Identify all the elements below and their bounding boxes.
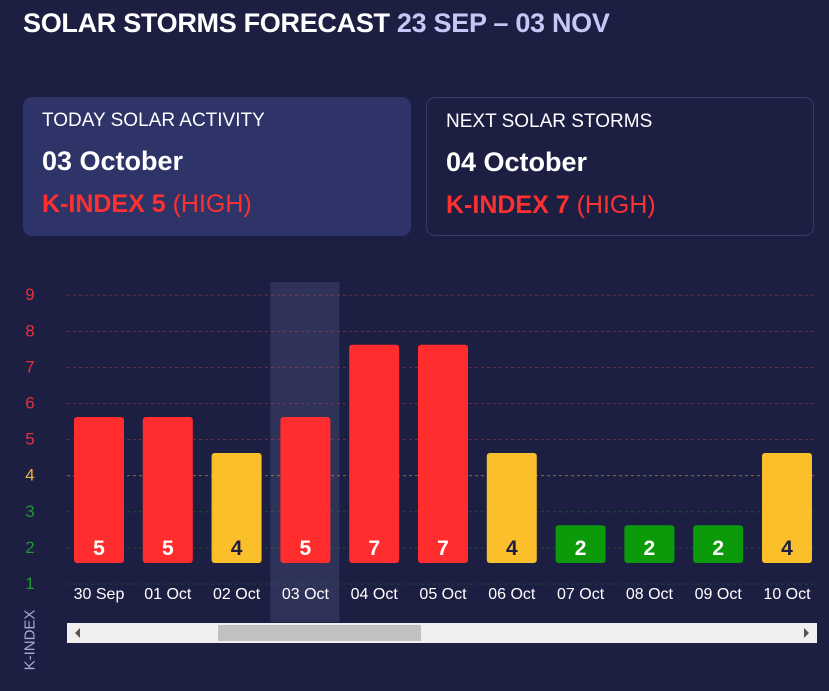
today-label: TODAY SOLAR ACTIVITY	[42, 110, 265, 131]
y-tick-label: 5	[25, 430, 34, 449]
y-tick-label: 2	[25, 538, 34, 557]
title-text: SOLAR STORMS FORECAST	[23, 8, 390, 38]
x-tick-label: 05 Oct	[419, 586, 467, 603]
bar-value-label: 5	[93, 537, 105, 560]
today-activity-card: TODAY SOLAR ACTIVITY 03 October K-INDEX …	[23, 97, 411, 236]
bar	[349, 344, 400, 563]
scroll-left-icon[interactable]	[75, 628, 80, 638]
x-tick-label: 07 Oct	[557, 586, 605, 603]
scroll-right-icon[interactable]	[804, 628, 809, 638]
x-tick-label: 01 Oct	[144, 586, 192, 603]
bar	[624, 525, 675, 563]
page-title: SOLAR STORMS FORECAST 23 SEP – 03 NOV	[23, 8, 610, 39]
bar	[142, 416, 193, 563]
x-tick-label: 30 Sep	[74, 586, 125, 603]
bar-value-label: 5	[162, 537, 174, 560]
bar	[555, 525, 606, 563]
bar	[74, 416, 124, 563]
today-level: (HIGH)	[172, 190, 252, 218]
x-tick-label: 08 Oct	[626, 586, 674, 603]
x-tick-label: 06 Oct	[488, 586, 536, 603]
bar	[762, 453, 812, 563]
bar	[693, 525, 744, 563]
bar	[486, 453, 537, 563]
bar	[418, 344, 468, 563]
next-date: 04 October	[446, 147, 588, 177]
next-kindex-value: K-INDEX 7	[446, 191, 570, 219]
bar-value-label: 2	[575, 537, 587, 560]
y-tick-label: 7	[25, 357, 34, 376]
bar-value-label: 7	[437, 537, 449, 560]
bar-value-label: 4	[506, 537, 518, 560]
bar-value-label: 7	[368, 537, 380, 560]
y-tick-label: 1	[25, 574, 34, 593]
bar-value-label: 4	[231, 537, 243, 560]
bar	[211, 453, 262, 563]
today-kindex: K-INDEX 5 (HIGH)	[42, 190, 392, 219]
next-level: (HIGH)	[576, 191, 656, 219]
y-tick-label: 3	[25, 502, 34, 521]
scrollbar-thumb[interactable]	[218, 625, 421, 641]
bar-value-label: 2	[712, 537, 724, 560]
today-date: 03 October	[42, 146, 184, 176]
bar-value-label: 2	[644, 537, 656, 560]
next-storms-card: NEXT SOLAR STORMS 04 October K-INDEX 7 (…	[426, 97, 814, 236]
y-tick-label: 6	[25, 394, 34, 413]
x-tick-label: 09 Oct	[695, 586, 743, 603]
date-range: 23 SEP – 03 NOV	[396, 8, 610, 38]
y-tick-label: 4	[25, 466, 34, 485]
next-kindex: K-INDEX 7 (HIGH)	[446, 191, 794, 220]
chart-scrollbar[interactable]	[67, 623, 817, 643]
today-kindex-value: K-INDEX 5	[42, 190, 166, 218]
next-label: NEXT SOLAR STORMS	[446, 111, 653, 132]
y-tick-label: 9	[25, 285, 34, 304]
bar	[280, 416, 331, 563]
x-tick-label: 04 Oct	[351, 586, 399, 603]
x-tick-label: 03 Oct	[282, 586, 330, 603]
y-axis-label: K-INDEX	[21, 609, 39, 671]
bar-value-label: 5	[300, 537, 312, 560]
x-tick-label: 10 Oct	[763, 586, 811, 603]
x-tick-label: 02 Oct	[213, 586, 261, 603]
y-tick-label: 8	[25, 321, 34, 340]
bar-value-label: 4	[781, 537, 793, 560]
